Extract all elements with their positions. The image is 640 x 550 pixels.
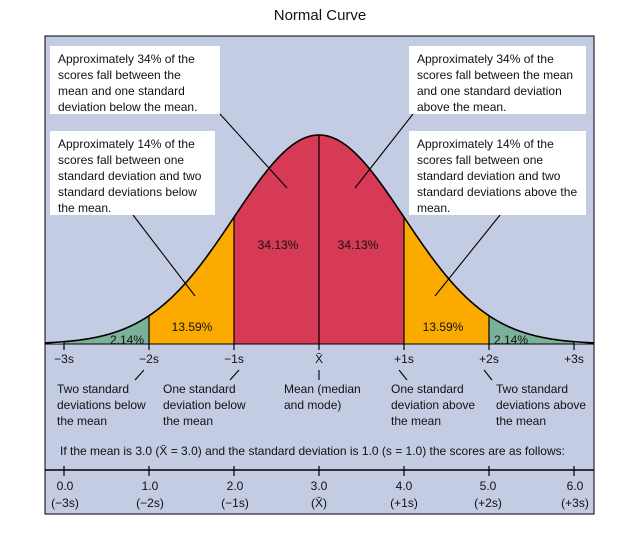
axis-label-minus1s: −1s [224, 352, 244, 366]
callout-lower-left: Approximately 14% of the scores fall bet… [50, 131, 215, 215]
callout-upper-right: Approximately 34% of the scores fall bet… [409, 46, 586, 114]
score-sd: (−3s) [51, 496, 79, 510]
score-value: 6.0 [566, 479, 584, 493]
note-two-below: Two standard deviations below the mean [57, 382, 146, 428]
score-value: 1.0 [141, 479, 159, 493]
score-sd: (−2s) [136, 496, 164, 510]
example-sentence: If the mean is 3.0 (X̄ = 3.0) and the st… [60, 444, 565, 458]
leader-upper-left [219, 113, 288, 189]
page-title: Normal Curve [273, 7, 367, 24]
region-label-minus3: 2.14% [109, 333, 145, 347]
region-5 [489, 315, 574, 344]
axis-label-plus3s: +3s [564, 352, 584, 366]
note-tick-one-below [229, 369, 240, 381]
callout-upper-left: Approximately 34% of the scores fall bet… [50, 46, 220, 114]
score-sd: (+2s) [474, 496, 502, 510]
score-cell-plus1: 4.0 (+1s) [374, 478, 434, 512]
callout-leader-lines [132, 113, 501, 297]
axis-label-minus3s: −3s [54, 352, 74, 366]
score-value: 2.0 [226, 479, 244, 493]
note-one-above: One standard deviation above the mean [391, 382, 476, 428]
score-value: 0.0 [56, 479, 74, 493]
note-one-below: One standard deviation below the mean [163, 382, 246, 428]
note-tick-marks [134, 369, 493, 381]
region-label-minus1: 34.13% [257, 238, 299, 252]
leader-lower-right [434, 214, 501, 297]
score-sd: (−1s) [221, 496, 249, 510]
score-sd: (X̄) [311, 496, 327, 510]
score-cell-plus3: 6.0 (+3s) [545, 478, 605, 512]
score-cell-minus1: 2.0 (−1s) [205, 478, 265, 512]
note-two-above: Two standard deviations above the mean [496, 382, 587, 428]
region-label-plus2: 13.59% [422, 320, 464, 334]
region-label-plus1: 34.13% [337, 238, 379, 252]
axis-label-plus2s: +2s [479, 352, 499, 366]
note-tick-one-above [398, 369, 408, 381]
note-tick-two-above [483, 369, 493, 381]
note-tick-two-below [134, 369, 145, 381]
region-label-plus3: 2.14% [493, 333, 529, 347]
table-ticks [63, 466, 575, 476]
axis-label-mean: X̄ [314, 352, 323, 366]
region-0 [64, 315, 149, 344]
score-value: 5.0 [479, 479, 497, 493]
score-value: 3.0 [310, 479, 328, 493]
leader-upper-right [354, 113, 414, 189]
score-value: 4.0 [395, 479, 413, 493]
region-label-minus2: 13.59% [171, 320, 213, 334]
score-cell-minus2: 1.0 (−2s) [120, 478, 180, 512]
leader-lower-left [132, 214, 196, 297]
score-cell-minus3: 0.0 (−3s) [35, 478, 95, 512]
axis-label-minus2s: −2s [139, 352, 159, 366]
score-cell-mean: 3.0 (X̄) [289, 478, 349, 512]
score-sd: (+3s) [561, 496, 589, 510]
score-cell-plus2: 5.0 (+2s) [458, 478, 518, 512]
note-mean: Mean (median and mode) [284, 382, 361, 412]
axis-label-plus1s: +1s [394, 352, 414, 366]
callout-lower-right: Approximately 14% of the scores fall bet… [409, 131, 586, 215]
score-sd: (+1s) [390, 496, 418, 510]
